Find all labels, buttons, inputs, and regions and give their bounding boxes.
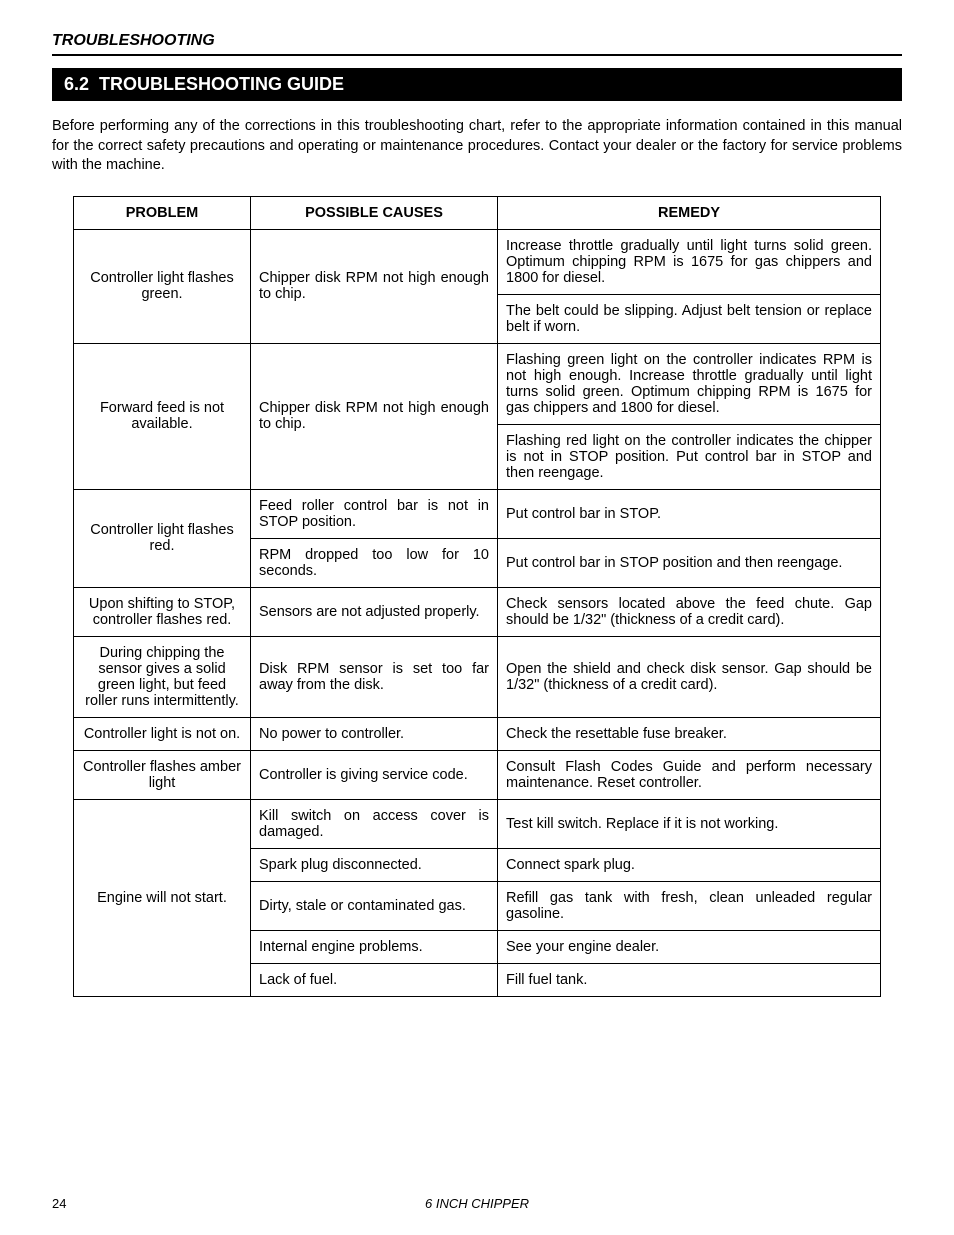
remedy-cell: The belt could be slipping. Adjust belt … <box>498 294 881 343</box>
remedy-cell: Check sensors located above the feed chu… <box>498 587 881 636</box>
remedy-cell: Consult Flash Codes Guide and perform ne… <box>498 750 881 799</box>
remedy-cell: Increase throttle gradually until light … <box>498 229 881 294</box>
cause-cell: Controller is giving service code. <box>251 750 498 799</box>
remedy-cell: See your engine dealer. <box>498 930 881 963</box>
cause-cell: Chipper disk RPM not high enough to chip… <box>251 343 498 489</box>
remedy-cell: Flashing red light on the controller ind… <box>498 424 881 489</box>
col-causes: POSSIBLE CAUSES <box>251 196 498 229</box>
problem-cell: Upon shifting to STOP, controller flashe… <box>74 587 251 636</box>
doc-title: 6 INCH CHIPPER <box>52 1196 902 1211</box>
intro-paragraph: Before performing any of the corrections… <box>52 117 902 176</box>
problem-cell: Forward feed is not available. <box>74 343 251 489</box>
section-heading: 6.2 TROUBLESHOOTING GUIDE <box>52 68 902 101</box>
page-number: 24 <box>52 1196 66 1211</box>
remedy-cell: Flashing green light on the controller i… <box>498 343 881 424</box>
remedy-cell: Test kill switch. Replace if it is not w… <box>498 799 881 848</box>
cause-cell: Dirty, stale or contaminated gas. <box>251 881 498 930</box>
col-remedy: REMEDY <box>498 196 881 229</box>
cause-cell: Spark plug disconnected. <box>251 848 498 881</box>
remedy-cell: Check the resettable fuse breaker. <box>498 717 881 750</box>
page-footer: 24 6 INCH CHIPPER <box>52 1196 902 1211</box>
page-header: TROUBLESHOOTING <box>52 32 902 50</box>
header-rule <box>52 54 902 56</box>
table-row: During chipping the sensor gives a solid… <box>74 636 881 717</box>
problem-cell: Controller light is not on. <box>74 717 251 750</box>
remedy-cell: Connect spark plug. <box>498 848 881 881</box>
table-row: Engine will not start.Kill switch on acc… <box>74 799 881 848</box>
table-row: Controller light flashes green.Chipper d… <box>74 229 881 294</box>
cause-cell: Disk RPM sensor is set too far away from… <box>251 636 498 717</box>
cause-cell: Kill switch on access cover is damaged. <box>251 799 498 848</box>
section-title: TROUBLESHOOTING GUIDE <box>99 74 344 94</box>
table-row: Controller light is not on.No power to c… <box>74 717 881 750</box>
problem-cell: Engine will not start. <box>74 799 251 996</box>
table-row: Forward feed is not available.Chipper di… <box>74 343 881 424</box>
table-row: Upon shifting to STOP, controller flashe… <box>74 587 881 636</box>
remedy-cell: Fill fuel tank. <box>498 963 881 996</box>
remedy-cell: Put control bar in STOP. <box>498 489 881 538</box>
cause-cell: Sensors are not adjusted properly. <box>251 587 498 636</box>
cause-cell: Internal engine problems. <box>251 930 498 963</box>
cause-cell: Lack of fuel. <box>251 963 498 996</box>
table-header-row: PROBLEM POSSIBLE CAUSES REMEDY <box>74 196 881 229</box>
problem-cell: Controller flashes amber light <box>74 750 251 799</box>
cause-cell: Chipper disk RPM not high enough to chip… <box>251 229 498 343</box>
col-problem: PROBLEM <box>74 196 251 229</box>
table-row: Controller light flashes red.Feed roller… <box>74 489 881 538</box>
problem-cell: Controller light flashes red. <box>74 489 251 587</box>
section-number: 6.2 <box>64 74 89 94</box>
problem-cell: During chipping the sensor gives a solid… <box>74 636 251 717</box>
cause-cell: Feed roller control bar is not in STOP p… <box>251 489 498 538</box>
table-row: Controller flashes amber lightController… <box>74 750 881 799</box>
remedy-cell: Open the shield and check disk sensor. G… <box>498 636 881 717</box>
problem-cell: Controller light flashes green. <box>74 229 251 343</box>
cause-cell: No power to controller. <box>251 717 498 750</box>
troubleshooting-table: PROBLEM POSSIBLE CAUSES REMEDY Controlle… <box>73 196 881 997</box>
remedy-cell: Put control bar in STOP position and the… <box>498 538 881 587</box>
remedy-cell: Refill gas tank with fresh, clean unlead… <box>498 881 881 930</box>
cause-cell: RPM dropped too low for 10 seconds. <box>251 538 498 587</box>
